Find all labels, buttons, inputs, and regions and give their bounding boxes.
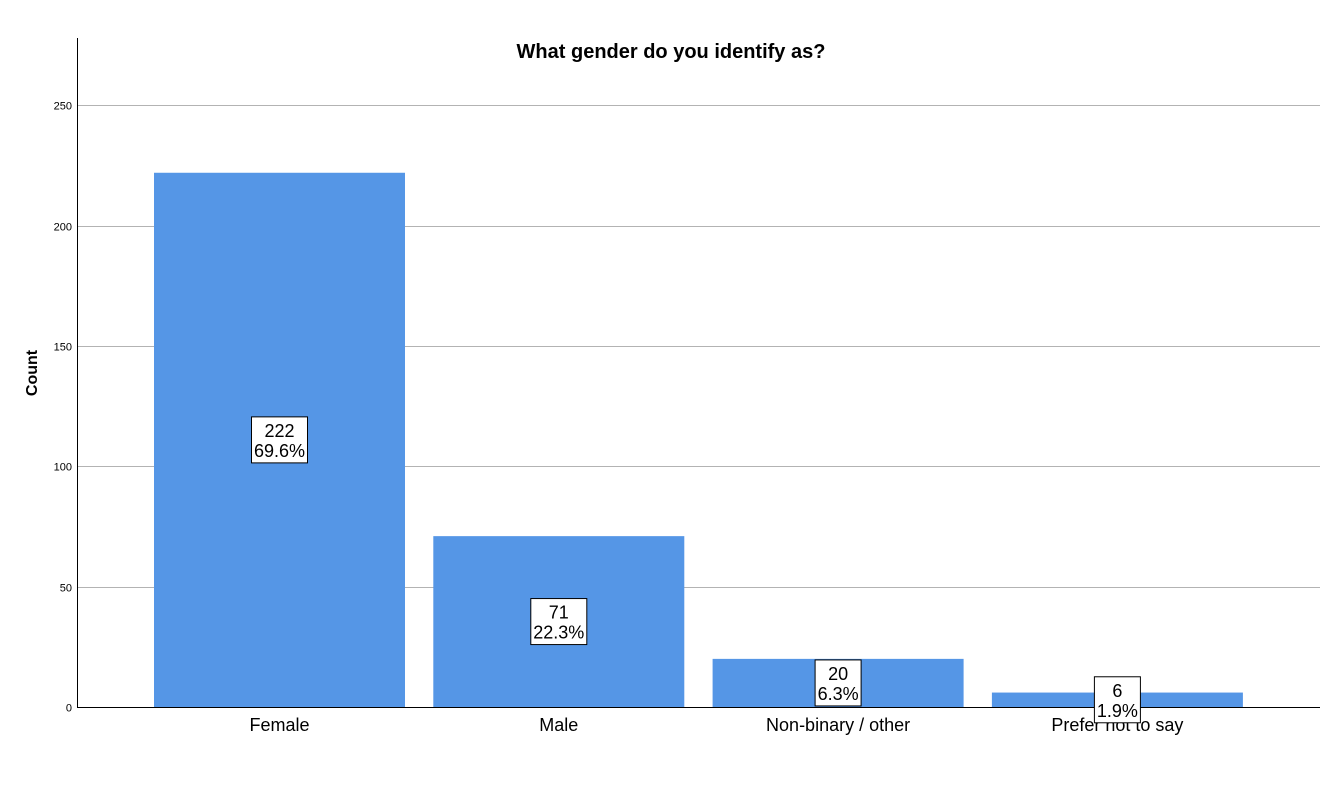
bars (154, 172, 1243, 708)
data-label-percent: 69.6% (254, 441, 305, 461)
y-axis-title: Count (24, 349, 41, 396)
y-tick-label: 150 (54, 342, 72, 354)
x-tick-label: Non-binary / other (766, 715, 910, 735)
data-label: 61.9% (1093, 676, 1141, 724)
data-label-percent: 22.3% (533, 623, 584, 643)
y-tick-label: 50 (60, 583, 72, 595)
x-tick-label: Male (539, 715, 578, 735)
data-label-percent: 1.9% (1097, 701, 1138, 721)
y-tick-labels: 0 50 100 150 200 250 (54, 101, 72, 715)
data-label-box (251, 416, 308, 464)
data-label-box (1093, 676, 1141, 724)
data-label: 206.3% (814, 659, 862, 707)
y-tick-label: 250 (54, 101, 72, 113)
data-label-box (530, 598, 588, 646)
x-category-labels: Female Male Non-binary / other Prefer not t… (249, 715, 1183, 735)
y-tick-label: 200 (54, 222, 72, 234)
y-tick-label: 100 (54, 462, 72, 474)
y-tick-label: 0 (66, 703, 72, 715)
data-label-box (814, 659, 862, 707)
x-tick-label: Female (249, 715, 309, 735)
data-label-count: 222 (264, 421, 294, 441)
x-tick-label: Prefer not to say (1051, 715, 1183, 735)
chart-title: What gender do you identify as? (517, 41, 826, 63)
data-label-count: 71 (549, 603, 569, 623)
data-label-count: 20 (828, 664, 848, 684)
data-label-count: 6 (1112, 681, 1122, 701)
data-label-percent: 6.3% (818, 684, 859, 704)
